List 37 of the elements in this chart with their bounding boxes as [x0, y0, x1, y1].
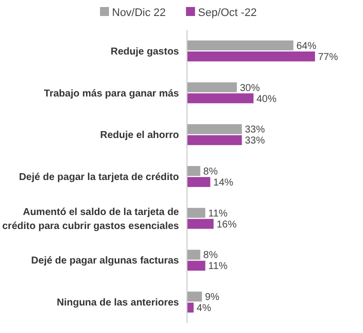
y-tick-label: Reduje el ahorro	[100, 130, 179, 142]
y-tick-label: Reduje gastos	[110, 46, 180, 58]
y-tick-label: Dejé de pagar algunas facturas	[31, 256, 180, 267]
y-tick-label: Aumentó el saldo de la tarjeta de crédito para cubrir gastos esenciales	[2, 206, 180, 232]
y-tick-label: Ninguna de las anteriores	[56, 298, 180, 309]
bar	[187, 208, 206, 218]
bar	[187, 250, 200, 260]
legend-label: Nov/Dic 22	[112, 6, 166, 19]
bar	[187, 260, 206, 271]
data-label: 8%	[203, 250, 218, 262]
data-label: 14%	[213, 178, 234, 189]
data-label: 11%	[208, 208, 228, 220]
data-label: 11%	[208, 261, 228, 272]
bar	[187, 51, 315, 62]
data-label: 4%	[196, 303, 212, 314]
bar	[187, 124, 242, 134]
bar	[187, 218, 214, 229]
bar	[187, 40, 294, 50]
data-label: 30%	[240, 82, 260, 94]
bar	[187, 177, 210, 187]
data-label: 40%	[256, 94, 277, 105]
bar	[187, 93, 254, 104]
y-tick-label: Dejé de pagar la tarjeta de crédito	[18, 172, 179, 183]
data-label: 33%	[244, 124, 265, 136]
bar	[187, 166, 200, 176]
y-tick-label: Trabajo más para ganar más	[44, 88, 180, 100]
data-label: 77%	[318, 52, 338, 63]
bar	[187, 82, 237, 92]
data-label: 9%	[204, 292, 220, 304]
legend-label: Sep/Oct -22	[198, 6, 257, 19]
bar	[187, 135, 242, 146]
bar	[187, 302, 194, 313]
data-label: 8%	[203, 166, 218, 178]
bar	[187, 292, 202, 302]
data-label: 16%	[216, 219, 237, 230]
data-label: 33%	[244, 136, 265, 147]
data-label: 64%	[296, 40, 317, 52]
